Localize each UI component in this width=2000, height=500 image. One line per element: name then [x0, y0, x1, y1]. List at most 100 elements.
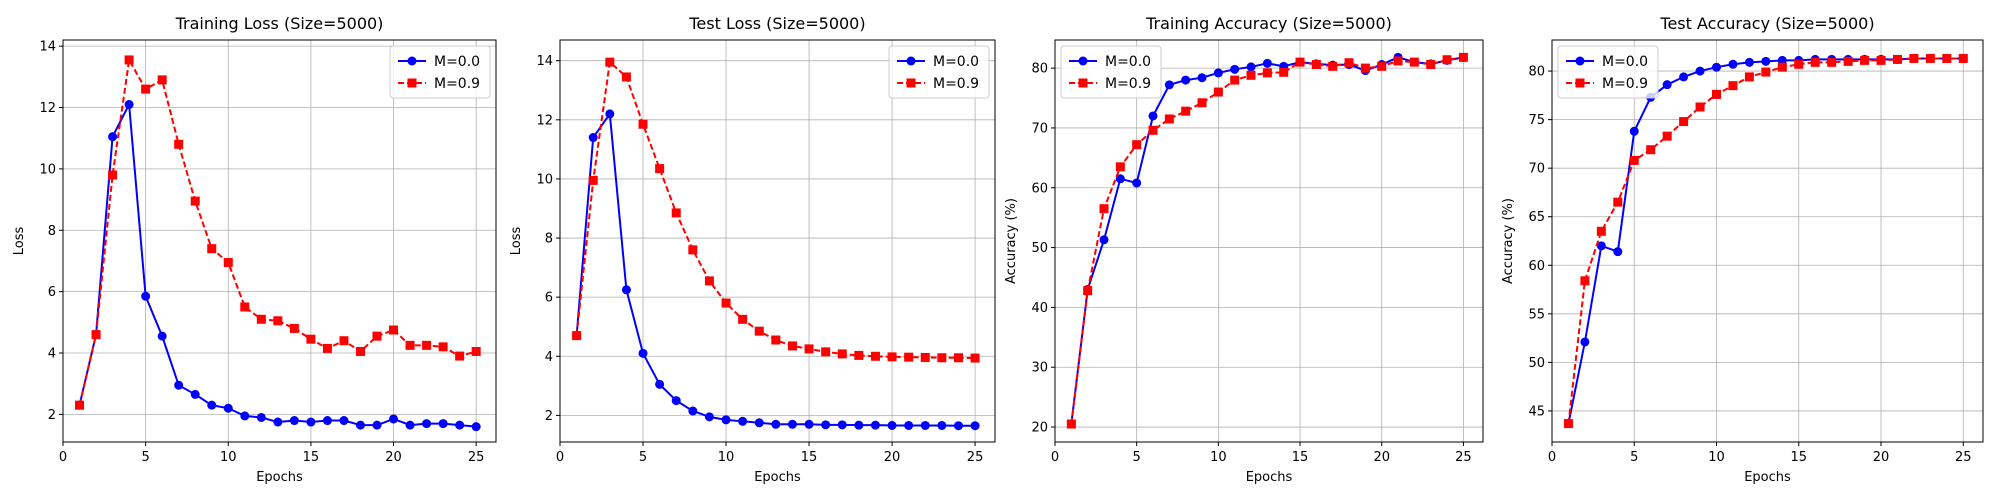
data-point — [1262, 68, 1272, 78]
data-point — [1744, 57, 1754, 67]
x-tick-label: 10 — [220, 450, 237, 465]
data-point — [970, 353, 980, 363]
data-point — [422, 419, 432, 429]
x-tick-label: 0 — [1548, 450, 1556, 465]
x-tick-label: 25 — [1955, 450, 1972, 465]
data-point — [721, 298, 731, 308]
series-line-0 — [1567, 57, 1964, 424]
data-point — [1580, 276, 1590, 286]
data-point — [621, 285, 631, 295]
data-point — [372, 420, 382, 430]
data-point — [355, 346, 365, 356]
data-point — [655, 164, 665, 174]
data-point — [1197, 98, 1207, 108]
data-point — [821, 420, 831, 430]
data-point — [904, 420, 914, 430]
chart-title: Test Accuracy (Size=5000) — [1659, 14, 1874, 33]
data-point — [1409, 57, 1419, 67]
y-tick-label: 65 — [1528, 210, 1545, 225]
y-tick-label: 4 — [545, 350, 553, 365]
data-point — [322, 343, 332, 353]
data-point — [256, 314, 266, 324]
data-point — [405, 340, 415, 350]
data-point — [1777, 55, 1787, 65]
legend-marker-1 — [906, 78, 916, 88]
data-point — [1230, 75, 1240, 85]
chart-panel-1: 0 5 10 15 20 25 2 4 6 8 10 12 14 Test Loss (Size=5000… — [509, 14, 996, 485]
y-tick-label: 6 — [48, 285, 56, 300]
data-point — [1426, 60, 1436, 70]
data-point — [1213, 87, 1223, 97]
data-point — [1728, 81, 1738, 91]
data-point — [804, 419, 814, 429]
data-point — [704, 276, 714, 286]
data-point — [1761, 67, 1771, 77]
legend: M=0.0 M=0.9 — [888, 45, 990, 99]
series-line-1 — [1070, 56, 1464, 425]
data-point — [671, 208, 681, 218]
y-tick-label: 55 — [1528, 307, 1545, 322]
y-tick-label: 6 — [545, 291, 553, 306]
data-point — [141, 291, 151, 301]
data-point — [754, 418, 764, 428]
data-point — [355, 420, 365, 430]
data-point — [721, 415, 731, 425]
data-point — [405, 420, 415, 430]
data-point — [1197, 73, 1207, 83]
data-point — [1925, 53, 1935, 63]
data-point — [1695, 102, 1705, 112]
data-point — [1083, 286, 1093, 296]
data-point — [1148, 111, 1158, 121]
series-markers-1 — [1563, 53, 1968, 429]
y-tick-label: 45 — [1528, 404, 1545, 419]
data-point — [1442, 55, 1452, 65]
data-point — [1311, 60, 1321, 70]
data-point — [588, 175, 598, 185]
data-point — [572, 331, 582, 341]
data-point — [920, 352, 930, 362]
x-tick-label: 5 — [1630, 450, 1638, 465]
data-point — [207, 400, 217, 410]
data-point — [207, 244, 217, 254]
data-point — [306, 417, 316, 427]
data-point — [854, 420, 864, 430]
data-point — [837, 349, 847, 359]
data-point — [904, 352, 914, 362]
data-point — [1810, 57, 1820, 67]
grid-lines — [1054, 40, 1483, 442]
legend-label-0: M=0.0 — [434, 54, 480, 70]
grid-lines — [559, 40, 995, 442]
data-point — [1230, 64, 1240, 74]
legend: M=0.0 M=0.9 — [389, 45, 491, 99]
data-point — [970, 421, 980, 431]
data-point — [322, 416, 332, 426]
y-tick-label: 2 — [48, 408, 56, 423]
y-tick-label: 20 — [1031, 421, 1048, 436]
data-point — [438, 342, 448, 352]
y-tick-label: 14 — [536, 54, 553, 69]
data-point — [1596, 226, 1606, 236]
series-markers-1 — [1066, 52, 1468, 429]
data-point — [937, 353, 947, 363]
data-point — [223, 403, 233, 413]
y-tick-label: 80 — [1031, 62, 1048, 77]
data-point — [1328, 61, 1338, 71]
data-point — [1181, 75, 1191, 85]
data-point — [1679, 117, 1689, 127]
x-tick-label: 5 — [141, 450, 149, 465]
y-tick-label: 4 — [48, 347, 56, 362]
data-point — [837, 420, 847, 430]
data-point — [1132, 140, 1142, 150]
y-axis-label: Accuracy (%) — [1004, 198, 1019, 284]
data-point — [1613, 247, 1623, 257]
x-tick-label: 20 — [385, 450, 402, 465]
series-markers-1 — [75, 55, 481, 410]
x-axis-label: Epochs — [754, 470, 801, 485]
data-point — [75, 400, 85, 410]
data-point — [1909, 53, 1919, 63]
data-point — [455, 420, 465, 430]
y-tick-label: 2 — [545, 409, 553, 424]
data-point — [1662, 80, 1672, 90]
y-tick-label: 30 — [1031, 361, 1048, 376]
